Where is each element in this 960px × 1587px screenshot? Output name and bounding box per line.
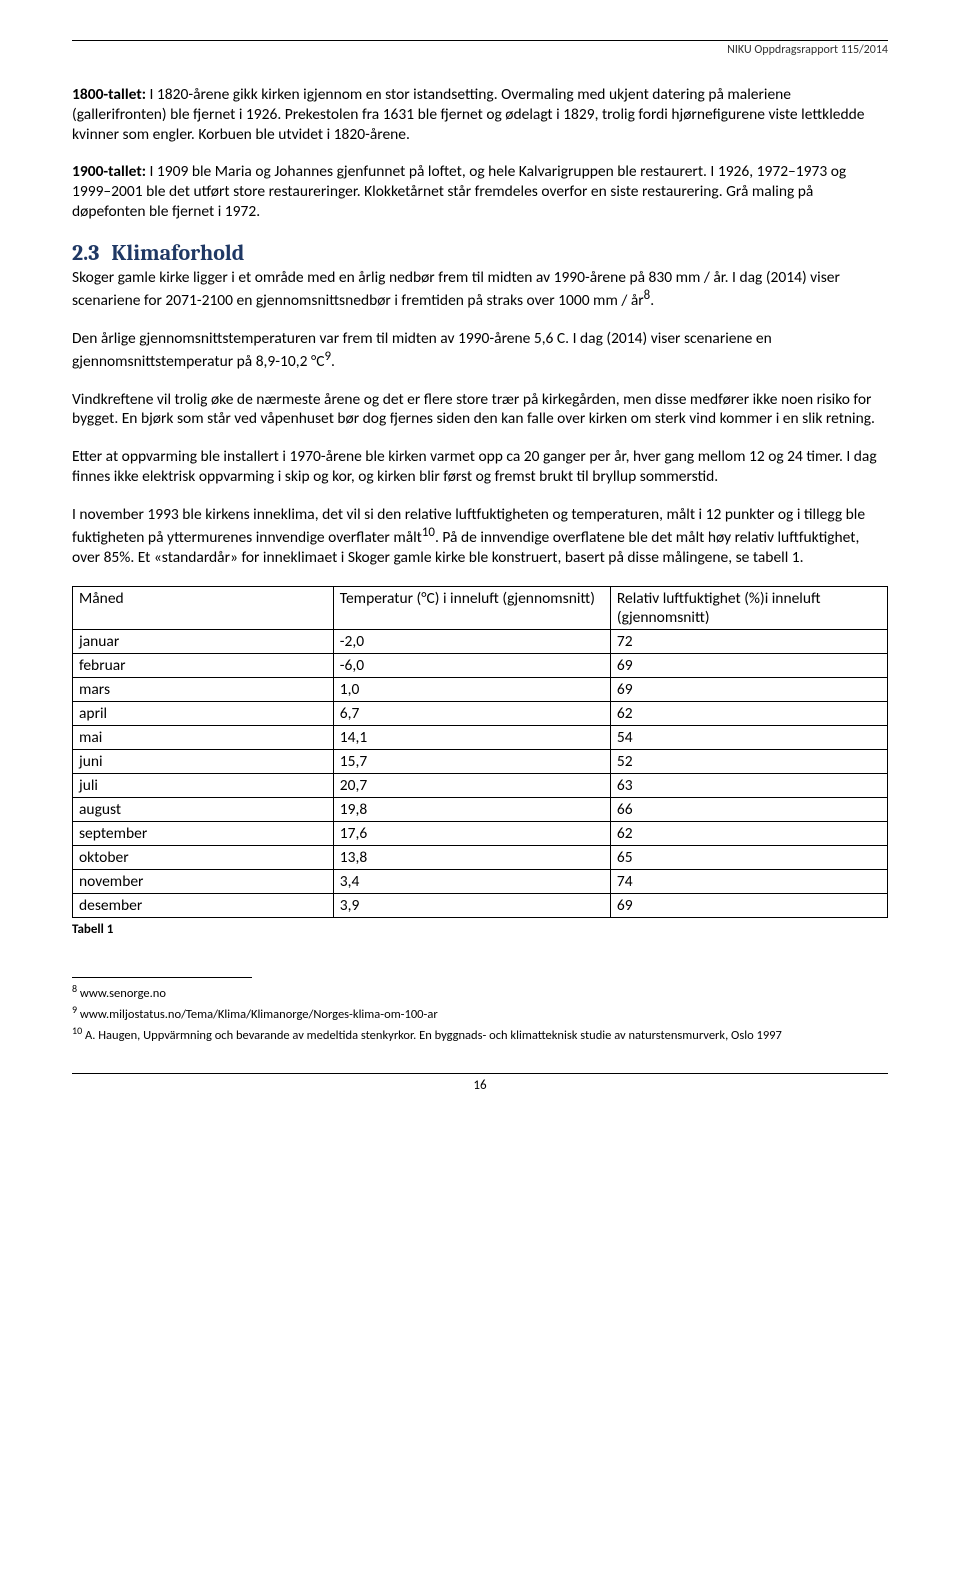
paragraph-1800: 1800-tallet: I 1820-årene gikk kirken ig…: [72, 85, 888, 144]
table-cell: desember: [73, 893, 334, 917]
table-cell: november: [73, 869, 334, 893]
footer-rule: [72, 1073, 888, 1074]
table-cell: 14,1: [333, 725, 610, 749]
klima-p4: Etter at oppvarming ble installert i 197…: [72, 447, 888, 487]
table-caption: Tabell 1: [72, 922, 888, 937]
footnote-ref-10: 10: [422, 525, 435, 540]
klima-p1-text: Skoger gamle kirke ligger i et område me…: [72, 268, 840, 310]
footnote-10-text: A. Haugen, Uppvärmning och bevarande av …: [85, 1028, 782, 1043]
table-cell: 20,7: [333, 773, 610, 797]
table-cell: juli: [73, 773, 334, 797]
header-reference: NIKU Oppdragsrapport 115/2014: [72, 43, 888, 57]
table-cell: 69: [610, 893, 887, 917]
table-cell: 6,7: [333, 701, 610, 725]
climate-table: Måned Temperatur (°C) i inneluft (gjenno…: [72, 586, 888, 918]
table-cell: 69: [610, 677, 887, 701]
table-col-2: Relativ luftfuktighet (%)i inneluft (gje…: [610, 586, 887, 629]
table-cell: 72: [610, 629, 887, 653]
table-cell: 62: [610, 821, 887, 845]
footnote-8-text: www.senorge.no: [80, 986, 166, 1001]
table-row: februar-6,069: [73, 653, 888, 677]
klima-p2-end: .: [331, 352, 335, 371]
table-cell: 3,4: [333, 869, 610, 893]
table-row: mai14,154: [73, 725, 888, 749]
table-row: april6,762: [73, 701, 888, 725]
table-cell: februar: [73, 653, 334, 677]
page-number: 16: [72, 1078, 888, 1093]
table-row: november3,474: [73, 869, 888, 893]
table-cell: 74: [610, 869, 887, 893]
table-cell: -6,0: [333, 653, 610, 677]
table-cell: 15,7: [333, 749, 610, 773]
table-cell: 1,0: [333, 677, 610, 701]
table-cell: mars: [73, 677, 334, 701]
table-cell: april: [73, 701, 334, 725]
klima-p5: I november 1993 ble kirkens inneklima, d…: [72, 505, 888, 568]
footnote-9-text: www.miljostatus.no/Tema/Klima/Klimanorge…: [80, 1007, 438, 1022]
table-cell: 13,8: [333, 845, 610, 869]
table-cell: 69: [610, 653, 887, 677]
section-title: Klimaforhold: [111, 240, 244, 266]
table-cell: -2,0: [333, 629, 610, 653]
table-cell: september: [73, 821, 334, 845]
paragraph-1800-text: I 1820-årene gikk kirken igjennom en sto…: [72, 85, 864, 144]
table-cell: 3,9: [333, 893, 610, 917]
table-row: august19,866: [73, 797, 888, 821]
footnote-10: 10 A. Haugen, Uppvärmning och bevarande …: [72, 1024, 888, 1045]
table-cell: 66: [610, 797, 887, 821]
section-number: 2.3: [72, 240, 99, 266]
klima-p3: Vindkreftene vil trolig øke de nærmeste …: [72, 390, 888, 430]
paragraph-1900-text: I 1909 ble Maria og Johannes gjenfunnet …: [72, 162, 846, 221]
table-cell: 52: [610, 749, 887, 773]
table-row: januar-2,072: [73, 629, 888, 653]
footnotes-separator: [72, 977, 252, 978]
table-row: juli20,763: [73, 773, 888, 797]
table-row: mars1,069: [73, 677, 888, 701]
table-row: oktober13,865: [73, 845, 888, 869]
table-cell: 63: [610, 773, 887, 797]
paragraph-1800-label: 1800-tallet:: [72, 85, 146, 104]
table-cell: 65: [610, 845, 887, 869]
table-cell: 17,6: [333, 821, 610, 845]
klima-p1: Skoger gamle kirke ligger i et område me…: [72, 268, 888, 311]
table-col-0: Måned: [73, 586, 334, 629]
header-rule: [72, 40, 888, 41]
table-cell: 54: [610, 725, 887, 749]
table-cell: juni: [73, 749, 334, 773]
footnote-9: 9 www.miljostatus.no/Tema/Klima/Klimanor…: [72, 1003, 888, 1024]
table-cell: 19,8: [333, 797, 610, 821]
table-col-1: Temperatur (°C) i inneluft (gjennomsnitt…: [333, 586, 610, 629]
klima-p2: Den årlige gjennomsnittstemperaturen var…: [72, 329, 888, 372]
table-row: juni15,752: [73, 749, 888, 773]
table-cell: 62: [610, 701, 887, 725]
table-row: desember3,969: [73, 893, 888, 917]
paragraph-1900: 1900-tallet: I 1909 ble Maria og Johanne…: [72, 162, 888, 221]
table-header-row: Måned Temperatur (°C) i inneluft (gjenno…: [73, 586, 888, 629]
section-heading: 2.3 Klimaforhold: [72, 240, 888, 266]
table-cell: oktober: [73, 845, 334, 869]
klima-p2-text: Den årlige gjennomsnittstemperaturen var…: [72, 329, 772, 371]
paragraph-1900-label: 1900-tallet:: [72, 162, 146, 181]
footnote-8: 8 www.senorge.no: [72, 982, 888, 1003]
table-cell: august: [73, 797, 334, 821]
klima-p1-end: .: [650, 291, 654, 310]
table-cell: januar: [73, 629, 334, 653]
document-page: NIKU Oppdragsrapport 115/2014 1800-talle…: [0, 0, 960, 1143]
table-cell: mai: [73, 725, 334, 749]
table-row: september17,662: [73, 821, 888, 845]
